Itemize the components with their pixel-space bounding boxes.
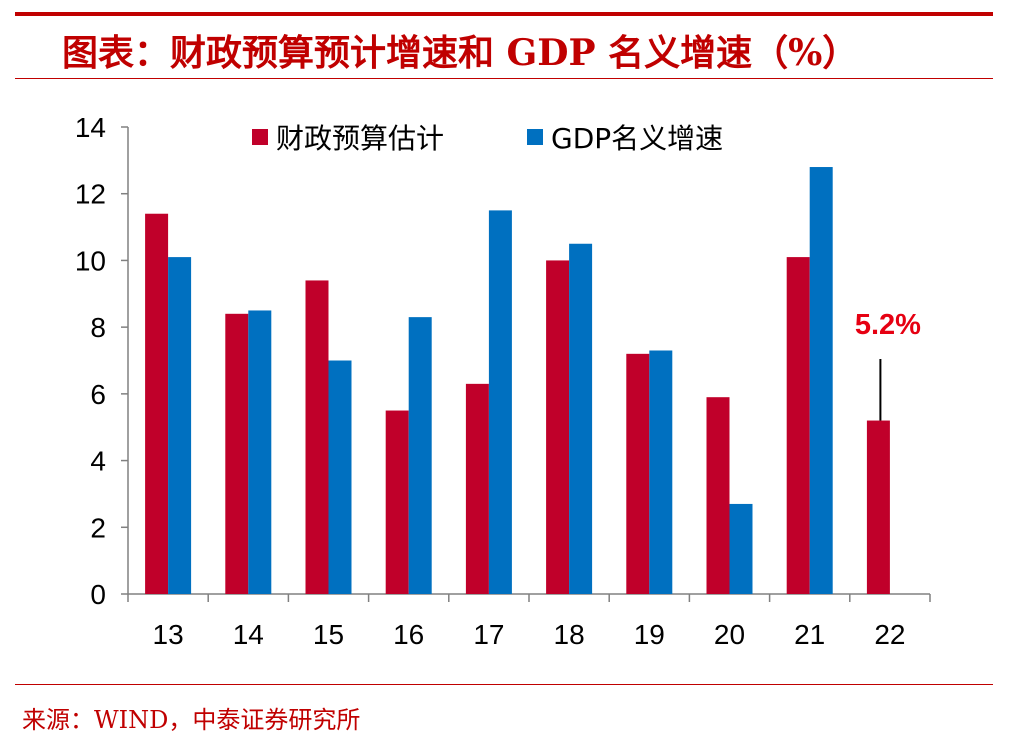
y-tick-label: 8 — [90, 312, 106, 343]
bar-fiscal-21 — [786, 257, 810, 594]
y-tick-label: 10 — [75, 245, 106, 276]
bar-fiscal-16 — [385, 410, 409, 594]
x-tick-label: 20 — [714, 619, 745, 650]
bar-fiscal-15 — [305, 280, 329, 594]
legend-label-gdp: GDP名义增速 — [551, 122, 723, 155]
legend-swatch-fiscal — [252, 129, 268, 145]
bar-fiscal-22 — [866, 420, 890, 594]
y-tick-label: 12 — [75, 179, 106, 210]
legend-swatch-gdp — [527, 129, 543, 145]
bar-gdp-13 — [168, 257, 192, 594]
y-tick-label: 14 — [75, 112, 106, 143]
x-tick-label: 16 — [393, 619, 424, 650]
x-tick-label: 17 — [473, 619, 504, 650]
bar-gdp-19 — [649, 350, 673, 594]
x-tick-label: 21 — [794, 619, 825, 650]
bar-fiscal-18 — [546, 260, 570, 594]
x-tick-label: 15 — [313, 619, 344, 650]
bar-fiscal-17 — [465, 383, 489, 594]
y-tick-label: 0 — [90, 579, 106, 610]
bar-gdp-21 — [809, 167, 833, 594]
bottom-rule — [15, 684, 993, 685]
bar-gdp-16 — [408, 317, 432, 594]
y-tick-label: 6 — [90, 379, 106, 410]
x-tick-label: 22 — [874, 619, 905, 650]
x-tick-label: 13 — [153, 619, 184, 650]
bar-gdp-17 — [488, 210, 512, 594]
bar-fiscal-14 — [225, 313, 249, 594]
bar-gdp-15 — [328, 360, 352, 594]
x-tick-label: 14 — [233, 619, 264, 650]
x-tick-label: 19 — [634, 619, 665, 650]
title-rule — [15, 78, 993, 79]
bar-gdp-14 — [248, 310, 272, 594]
bar-fiscal-20 — [706, 397, 730, 594]
bar-fiscal-13 — [145, 213, 169, 594]
bar-fiscal-19 — [626, 353, 650, 594]
y-tick-label: 4 — [90, 446, 106, 477]
x-tick-label: 18 — [554, 619, 585, 650]
bar-gdp-20 — [729, 503, 753, 594]
annotation-label: 5.2% — [855, 309, 921, 341]
top-rule — [15, 12, 993, 16]
bar-gdp-18 — [569, 243, 593, 594]
page-title: 图表：财政预算预计增速和 GDP 名义增速（%） — [62, 32, 859, 74]
source-note: 来源：WIND，中泰证券研究所 — [22, 706, 361, 734]
legend-label-fiscal: 财政预算估计 — [276, 122, 444, 155]
y-tick-label: 2 — [90, 512, 106, 543]
